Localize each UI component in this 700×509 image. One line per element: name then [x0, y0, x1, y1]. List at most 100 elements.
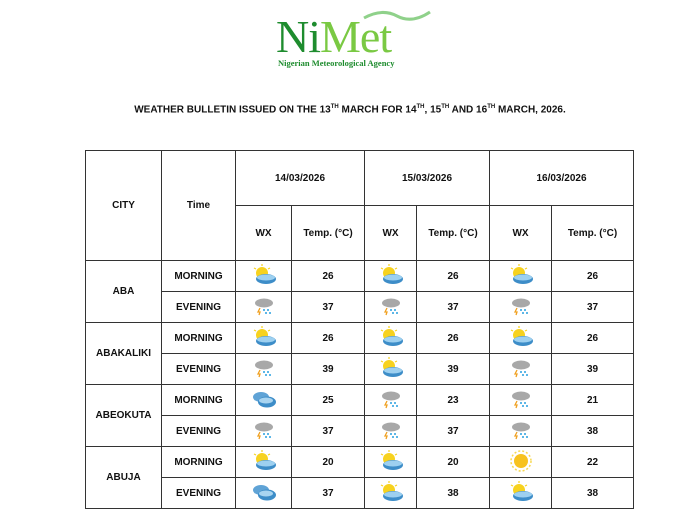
- time-cell: EVENING: [161, 353, 236, 385]
- wx-cell: [489, 446, 552, 478]
- city-cell: ABUJA: [85, 446, 162, 509]
- time-cell: EVENING: [161, 415, 236, 447]
- wx-cell: [364, 415, 417, 447]
- table-row: EVENING 39 39 39: [86, 353, 634, 385]
- wx-cell: [235, 415, 292, 447]
- temp-cell: 23: [416, 384, 490, 416]
- nimet-logo: NiMet Nigerian Meteorological Agency: [272, 8, 432, 70]
- temp-cell: 21: [551, 384, 634, 416]
- thunderstorm-icon: [254, 360, 273, 377]
- time-cell: EVENING: [161, 291, 236, 323]
- temp-cell: 39: [291, 353, 365, 385]
- temp-cell: 37: [291, 477, 365, 509]
- thunderstorm-icon: [381, 391, 400, 408]
- temp-cell: 26: [291, 260, 365, 292]
- partly-cloudy-icon: [253, 449, 276, 470]
- partly-cloudy-icon: [253, 263, 276, 284]
- time-cell: MORNING: [161, 384, 236, 416]
- time-cell: MORNING: [161, 322, 236, 354]
- wx-cell: [364, 446, 417, 478]
- wx-cell: [235, 477, 292, 509]
- time-header: Time: [161, 150, 236, 261]
- temp-cell: 37: [416, 291, 490, 323]
- wx-cell: [235, 322, 292, 354]
- time-cell: MORNING: [161, 446, 236, 478]
- wx-cell: [364, 322, 417, 354]
- wx-header: WX: [235, 205, 292, 261]
- partly-cloudy-icon: [380, 356, 403, 377]
- temp-cell: 37: [291, 291, 365, 323]
- table-row: ABEOKUTA MORNING 25 23 21: [85, 384, 634, 447]
- partly-cloudy-icon: [380, 325, 403, 346]
- table-row: ABA MORNING 26 26 26: [85, 260, 634, 323]
- partly-cloudy-icon: [380, 449, 403, 470]
- partly-cloudy-icon: [510, 325, 533, 346]
- cloudy-icon: [252, 391, 276, 407]
- wx-cell: [364, 291, 417, 323]
- temp-cell: 38: [551, 415, 634, 447]
- agency-name: Nigerian Meteorological Agency: [278, 58, 395, 68]
- wx-header: WX: [489, 205, 552, 261]
- temp-cell: 20: [416, 446, 490, 478]
- wx-cell: [489, 291, 552, 323]
- sunny-icon: [509, 449, 532, 472]
- temp-cell: 38: [416, 477, 490, 509]
- date-header: 14/03/2026: [235, 150, 365, 206]
- temp-cell: 26: [416, 260, 490, 292]
- wx-cell: [489, 260, 552, 292]
- temp-cell: 26: [551, 260, 634, 292]
- table-row: ABAKALIKI MORNING 26 26 26: [85, 322, 634, 385]
- temp-cell: 39: [551, 353, 634, 385]
- wx-header: WX: [364, 205, 417, 261]
- temp-header: Temp. (°C): [551, 205, 634, 261]
- cloudy-icon: [252, 484, 276, 500]
- temp-cell: 39: [416, 353, 490, 385]
- wx-cell: [489, 477, 552, 509]
- wx-cell: [235, 384, 292, 416]
- table-row: EVENING 37 38 38: [86, 477, 634, 509]
- wx-cell: [364, 477, 417, 509]
- partly-cloudy-icon: [380, 263, 403, 284]
- temp-cell: 26: [291, 322, 365, 354]
- wx-cell: [235, 353, 292, 385]
- partly-cloudy-icon: [380, 480, 403, 501]
- temp-cell: 22: [551, 446, 634, 478]
- temp-cell: 25: [291, 384, 365, 416]
- temp-cell: 26: [416, 322, 490, 354]
- table-row: EVENING 37 37 37: [86, 291, 634, 323]
- thunderstorm-icon: [381, 422, 400, 439]
- thunderstorm-icon: [511, 298, 530, 315]
- partly-cloudy-icon: [510, 480, 533, 501]
- wx-cell: [235, 446, 292, 478]
- thunderstorm-icon: [254, 298, 273, 315]
- temp-cell: 37: [551, 291, 634, 323]
- wave-icon: [363, 10, 431, 21]
- city-cell: ABEOKUTA: [85, 384, 162, 447]
- temp-cell: 26: [551, 322, 634, 354]
- thunderstorm-icon: [511, 360, 530, 377]
- wx-cell: [235, 260, 292, 292]
- table-row: ABUJA MORNING 20 20 22: [85, 446, 634, 509]
- thunderstorm-icon: [381, 298, 400, 315]
- city-header: CITY: [85, 150, 162, 261]
- partly-cloudy-icon: [510, 263, 533, 284]
- city-cell: ABAKALIKI: [85, 322, 162, 385]
- temp-header: Temp. (°C): [291, 205, 365, 261]
- wx-cell: [235, 291, 292, 323]
- table-row: EVENING 37 37 38: [86, 415, 634, 447]
- thunderstorm-icon: [254, 422, 273, 439]
- temp-cell: 38: [551, 477, 634, 509]
- wx-cell: [364, 260, 417, 292]
- city-cell: ABA: [85, 260, 162, 323]
- wx-cell: [489, 384, 552, 416]
- thunderstorm-icon: [511, 422, 530, 439]
- date-header: 15/03/2026: [364, 150, 490, 206]
- temp-cell: 37: [416, 415, 490, 447]
- temp-header: Temp. (°C): [416, 205, 490, 261]
- bulletin-title: WEATHER BULLETIN ISSUED ON THE 13TH MARC…: [134, 104, 566, 116]
- temp-cell: 20: [291, 446, 365, 478]
- wx-cell: [489, 322, 552, 354]
- date-header: 16/03/2026: [489, 150, 634, 206]
- time-cell: MORNING: [161, 260, 236, 292]
- wx-cell: [489, 353, 552, 385]
